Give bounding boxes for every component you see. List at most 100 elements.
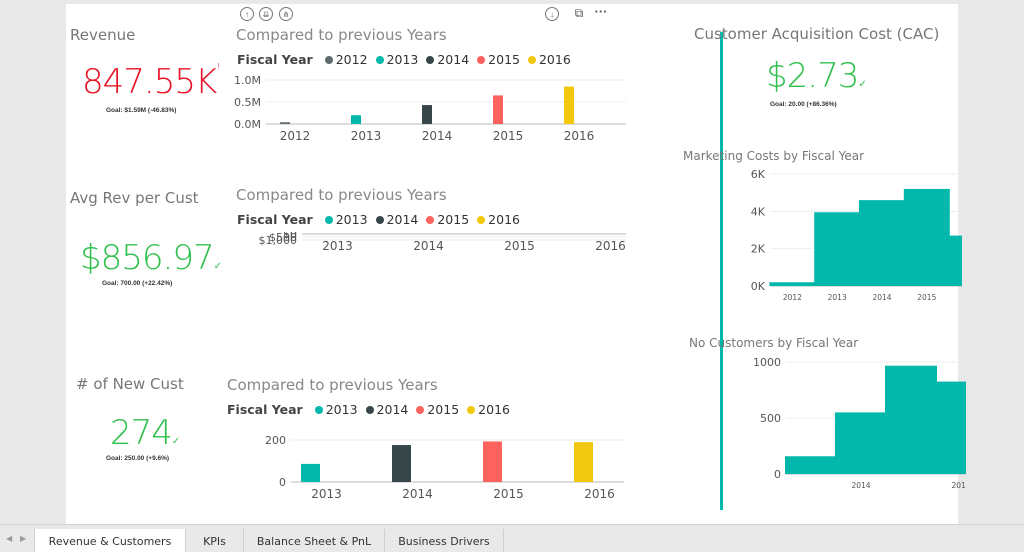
page-tab-bar: ◀ ▶ Revenue & Customers KPIs Balance She…: [0, 524, 1024, 552]
bar-chart-new-cust-years[interactable]: 0 200 2013 2014 2015 2016: [222, 432, 624, 520]
bar-chart-revenue-years[interactable]: 0.0M 0.5M 1.0M 2012 2013 2014 2015 2016: [232, 72, 626, 156]
bar[interactable]: [564, 86, 574, 124]
y-tick-label: 1.0M: [234, 74, 261, 87]
legend-dot-icon: [467, 405, 476, 414]
legend-label: 2012: [335, 52, 368, 67]
focus-mode-icon[interactable]: ⧉: [574, 5, 584, 20]
legend-item[interactable]: 2012: [324, 52, 368, 67]
legend-item[interactable]: 2013: [375, 52, 419, 67]
x-tick-label: 2013: [351, 129, 382, 143]
expand-hierarchy-icon[interactable]: ⋔: [279, 7, 293, 21]
x-tick-label: 2016: [951, 481, 966, 490]
tab-revenue-customers[interactable]: Revenue & Customers: [34, 529, 186, 552]
x-tick-label: 2014: [422, 129, 453, 143]
y-tick-label: 500: [760, 412, 781, 425]
bar[interactable]: [351, 115, 361, 124]
bar[interactable]: [301, 463, 320, 482]
bar[interactable]: [785, 456, 837, 474]
y-tick-label: $1,000: [259, 234, 298, 247]
drill-down-icon[interactable]: ⇊: [259, 7, 273, 21]
legend-item[interactable]: 2016: [477, 212, 520, 227]
report-canvas: ↑ ⇊ ⋔ ↓ ⧉ ··· Revenue 847.55K! Goal: $1.…: [66, 3, 966, 524]
legend-item[interactable]: 2016: [527, 52, 571, 67]
legend-item[interactable]: 2014: [426, 52, 469, 67]
legend-item[interactable]: 2015: [426, 212, 469, 227]
legend-dot-icon: [375, 55, 384, 64]
legend-item[interactable]: 2014: [375, 212, 418, 227]
chart-title: Compared to previous Years: [227, 376, 438, 394]
kpi-value-avg-rev: $856.97✓: [80, 238, 222, 278]
tab-business-drivers[interactable]: Business Drivers: [385, 529, 504, 552]
bar[interactable]: [422, 105, 432, 124]
legend-item[interactable]: 2015: [416, 402, 459, 417]
bar[interactable]: [948, 235, 962, 286]
tab-kpis[interactable]: KPIs: [186, 529, 244, 552]
more-options-icon[interactable]: ···: [594, 3, 608, 19]
tab-scroll-right-icon[interactable]: ▶: [20, 534, 27, 543]
legend-label: 2015: [427, 402, 460, 417]
bar[interactable]: [859, 200, 905, 286]
chart-title: No Customers by Fiscal Year: [689, 336, 859, 350]
legend-label: 2013: [325, 402, 358, 417]
legend-label: 2015: [488, 52, 520, 67]
drill-down-toggle-icon[interactable]: ↓: [545, 7, 559, 21]
legend-title: Fiscal Year: [227, 402, 303, 417]
chart-legend: Fiscal Year 2013 2014 2015 2016: [227, 402, 510, 417]
bar[interactable]: [903, 188, 950, 286]
arrow-up-icon[interactable]: ↑: [240, 7, 254, 21]
legend-dot-icon: [375, 215, 384, 224]
y-tick-label: 0: [774, 468, 781, 481]
chart-title: Marketing Costs by Fiscal Year: [683, 149, 865, 163]
bar-chart-marketing-costs[interactable]: 0K2K4K6K20122013201420152016: [666, 166, 962, 316]
x-tick-label: 2016: [595, 239, 626, 253]
legend-item[interactable]: 2015: [477, 52, 520, 67]
x-tick-label: 2014: [413, 239, 444, 253]
tab-balance-sheet-pnl[interactable]: Balance Sheet & PnL: [244, 529, 385, 552]
bar[interactable]: [769, 282, 816, 286]
bar-chart-avg-rev-years[interactable]: $0$500$1,000 2013 2014 2015 2016: [232, 232, 626, 332]
legend-label: 2013: [386, 52, 419, 67]
legend-dot-icon: [365, 405, 374, 414]
legend-item[interactable]: 2013: [314, 402, 358, 417]
kpi-goal-avg-rev: Goal: 700.00 (+22.42%): [102, 280, 173, 287]
bar[interactable]: [814, 212, 861, 286]
kpi-status-check-icon: ✓: [213, 261, 222, 272]
legend-label: 2015: [437, 212, 470, 227]
bar-chart-no-customers[interactable]: 0 500 1000 2014 2016: [676, 354, 966, 496]
legend-label: 2016: [478, 402, 510, 417]
x-tick-label: 2013: [311, 487, 342, 501]
kpi-value-cac: $2.73✓: [766, 56, 867, 96]
x-tick-label: 2015: [504, 239, 535, 253]
tab-scroll-left-icon[interactable]: ◀: [6, 534, 13, 543]
legend-item[interactable]: 2016: [467, 402, 510, 417]
bar[interactable]: [392, 445, 411, 482]
kpi-value-text: 847.55K: [82, 62, 217, 102]
bar[interactable]: [493, 95, 503, 124]
y-tick-label: $0: [283, 232, 297, 241]
bar[interactable]: [885, 365, 937, 474]
kpi-value-text: $2.73: [766, 56, 859, 96]
kpi-value-new-cust: 274✓: [110, 413, 180, 453]
section-divider: [720, 32, 723, 510]
kpi-status-alert-icon: !: [216, 62, 220, 73]
legend-dot-icon: [426, 55, 435, 64]
y-tick-label: 0K: [751, 280, 766, 293]
x-tick-label: 2012: [783, 293, 802, 302]
legend-dot-icon: [527, 55, 536, 64]
y-tick-label: 0.0M: [234, 118, 261, 131]
kpi-title-revenue: Revenue: [70, 26, 136, 44]
legend-item[interactable]: 2014: [365, 402, 408, 417]
legend-item[interactable]: 2013: [324, 212, 368, 227]
bar[interactable]: [483, 441, 502, 482]
legend-title: Fiscal Year: [237, 52, 313, 67]
bar[interactable]: [574, 442, 593, 482]
bar[interactable]: [280, 122, 290, 124]
legend-label: 2013: [335, 212, 368, 227]
bar[interactable]: [935, 381, 966, 474]
chart-legend: Fiscal Year 2013 2014 2015 2016: [237, 212, 520, 227]
legend-dot-icon: [324, 215, 333, 224]
x-tick-label: 2012: [280, 129, 311, 143]
legend-dot-icon: [314, 405, 323, 414]
x-tick-label: 2013: [828, 293, 847, 302]
bar[interactable]: [835, 412, 887, 474]
